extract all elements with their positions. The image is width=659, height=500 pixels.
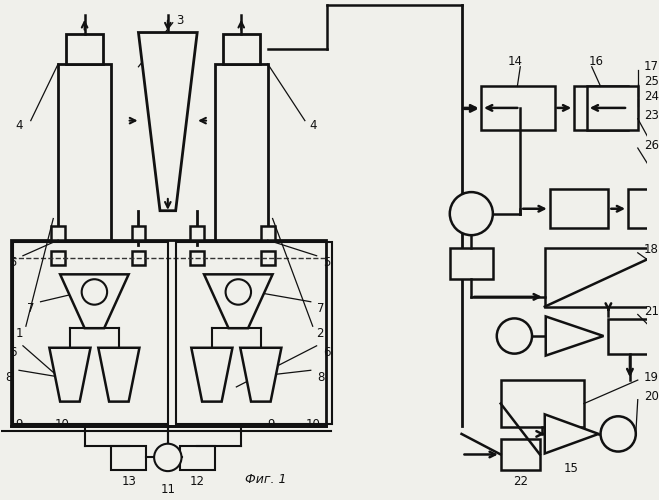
Text: 3: 3 xyxy=(176,14,183,28)
Bar xyxy=(574,86,628,130)
Text: 6: 6 xyxy=(323,346,330,359)
Text: Фиг. 1: Фиг. 1 xyxy=(245,474,287,486)
Bar xyxy=(176,242,332,424)
Text: 12: 12 xyxy=(190,476,205,488)
Text: 8: 8 xyxy=(5,370,13,384)
Polygon shape xyxy=(545,414,598,454)
Text: 13: 13 xyxy=(121,476,136,488)
Bar xyxy=(132,251,145,264)
Text: 9: 9 xyxy=(267,418,274,430)
Polygon shape xyxy=(191,348,233,402)
Polygon shape xyxy=(98,348,140,402)
Text: 15: 15 xyxy=(563,462,579,474)
Bar xyxy=(190,226,204,240)
Text: 21: 21 xyxy=(644,305,658,318)
Polygon shape xyxy=(49,348,90,402)
Bar xyxy=(261,226,275,240)
Text: 4: 4 xyxy=(309,119,316,132)
Polygon shape xyxy=(204,274,273,328)
Text: 18: 18 xyxy=(644,244,658,256)
Circle shape xyxy=(225,279,251,304)
Circle shape xyxy=(450,192,493,235)
Bar xyxy=(501,439,540,470)
Text: 7: 7 xyxy=(317,302,324,315)
Bar xyxy=(550,189,608,228)
Polygon shape xyxy=(60,274,129,328)
Bar xyxy=(111,446,146,470)
Text: 9: 9 xyxy=(15,418,23,430)
Bar xyxy=(587,86,638,130)
Text: 22: 22 xyxy=(513,476,528,488)
Text: 24: 24 xyxy=(644,90,658,102)
Bar xyxy=(51,226,65,240)
Text: 26: 26 xyxy=(644,138,658,151)
Circle shape xyxy=(154,444,181,471)
Text: 4: 4 xyxy=(15,119,23,132)
Text: 11: 11 xyxy=(160,483,175,496)
Bar xyxy=(215,64,268,240)
Text: 23: 23 xyxy=(644,109,658,122)
Polygon shape xyxy=(546,316,604,356)
Bar xyxy=(13,242,168,424)
Text: 5: 5 xyxy=(323,256,330,269)
Text: 19: 19 xyxy=(644,370,658,384)
Bar xyxy=(58,64,111,240)
Text: 10: 10 xyxy=(55,418,70,430)
Text: 6: 6 xyxy=(9,346,17,359)
Circle shape xyxy=(497,318,532,354)
Text: 17: 17 xyxy=(644,60,658,74)
Bar xyxy=(11,240,326,426)
Text: 2: 2 xyxy=(316,326,324,340)
Bar xyxy=(608,320,652,354)
Bar xyxy=(66,34,103,64)
Text: 1: 1 xyxy=(15,326,23,340)
Bar xyxy=(450,248,493,279)
Text: 16: 16 xyxy=(589,56,604,68)
Bar xyxy=(628,189,659,228)
Text: 14: 14 xyxy=(508,56,523,68)
Polygon shape xyxy=(138,32,197,210)
Bar xyxy=(545,248,659,306)
Circle shape xyxy=(600,416,636,452)
Circle shape xyxy=(82,279,107,304)
Text: 5: 5 xyxy=(9,256,17,269)
Text: 20: 20 xyxy=(644,390,658,403)
Text: 7: 7 xyxy=(27,302,34,315)
Polygon shape xyxy=(241,348,281,402)
Bar xyxy=(179,446,215,470)
Bar xyxy=(190,251,204,264)
Bar xyxy=(223,34,260,64)
Text: 10: 10 xyxy=(305,418,320,430)
Bar xyxy=(261,251,275,264)
Text: 25: 25 xyxy=(644,75,658,88)
Bar xyxy=(481,86,554,130)
Text: 8: 8 xyxy=(317,370,324,384)
Bar xyxy=(51,251,65,264)
Bar xyxy=(501,380,584,427)
Bar xyxy=(132,226,145,240)
